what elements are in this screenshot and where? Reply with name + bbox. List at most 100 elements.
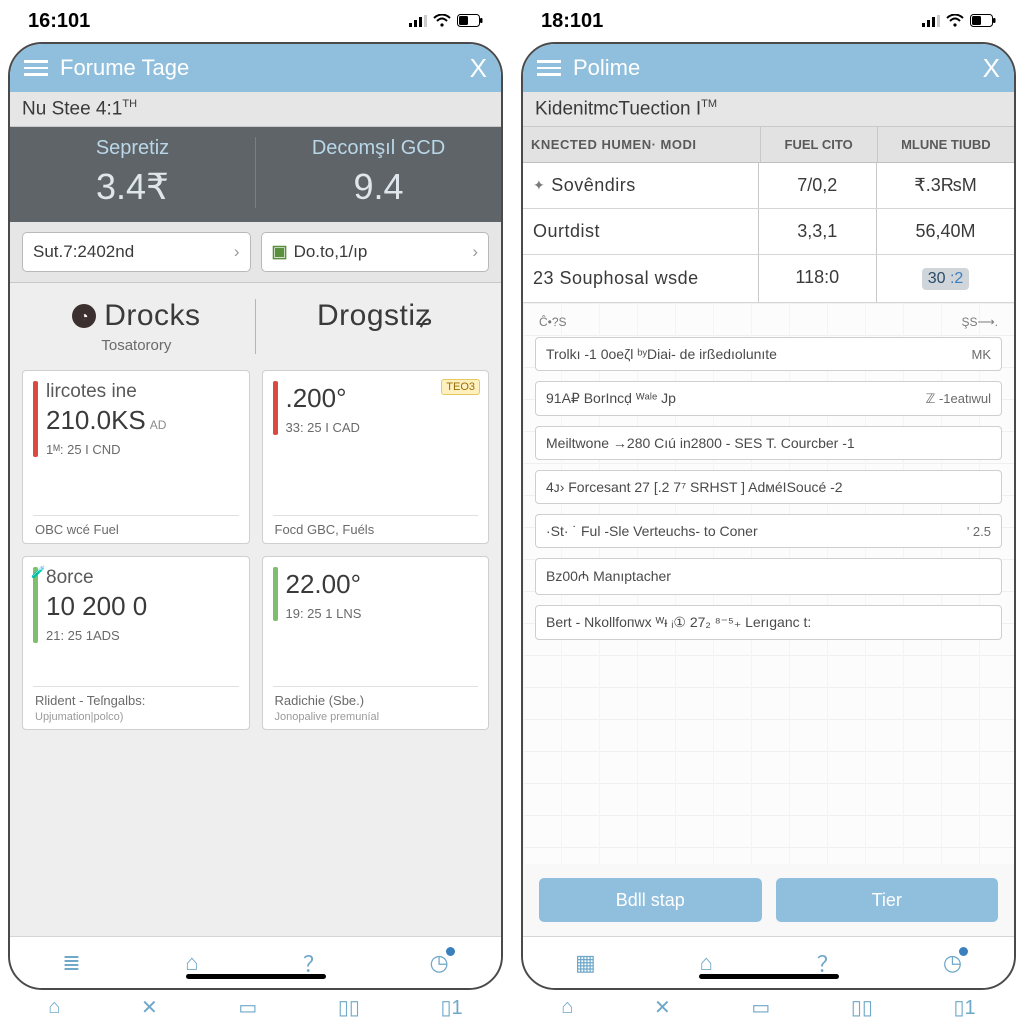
col-header-2: FUEL CITO — [761, 127, 878, 162]
accent-bar — [273, 381, 278, 435]
metric-label: Decomşıl GCD — [256, 137, 501, 160]
brand-icon: ◔ — [72, 304, 96, 328]
sys-nav: ⌂ ✕ ▭ ▯▯ ▯1 — [521, 990, 1016, 1024]
list-item[interactable]: Bz00₼ Manıptacher — [535, 558, 1002, 595]
card-meta: 1ᴹ: 25 I CND — [46, 442, 239, 457]
accent-bar — [33, 381, 38, 457]
tab-dashboard-icon[interactable]: ▦ — [575, 950, 596, 976]
home-indicator[interactable] — [186, 974, 326, 979]
primary-button-1[interactable]: Bdll stap — [539, 878, 762, 922]
cards-area: lircotes ine 210.0KSAD 1ᴹ: 25 I CND OBC … — [10, 360, 501, 936]
header-title: Forume Tage — [60, 55, 189, 81]
sys-close-icon[interactable]: ✕ — [141, 995, 158, 1020]
app-header: Forume Tage X — [10, 44, 501, 92]
table-row[interactable]: 23 Souphosal wsde 118:0 30 :2 — [523, 255, 1014, 303]
sys-home-icon[interactable]: ⌂ — [48, 996, 60, 1019]
status-bar: 16:101 — [8, 0, 503, 42]
table-row[interactable]: ✦Sovêndirs 7/0,2 ₹.3₨M — [523, 163, 1014, 209]
filter-label: Do.to,1/ıp — [294, 242, 368, 262]
sys-panel-icon[interactable]: ▯1 — [441, 995, 463, 1020]
close-icon[interactable]: X — [983, 53, 1000, 84]
grid-header: Ĉ•?S ŞS⟶. — [535, 313, 1002, 337]
wifi-icon — [433, 10, 451, 33]
wifi-icon — [946, 10, 964, 33]
metric-bar: Sepretiz 3.4₹ Decomşıl GCD 9.4 — [10, 127, 501, 222]
subheader: KidenitmcTuection ITM — [523, 92, 1014, 127]
brand-sub: Tosatorory — [24, 337, 249, 354]
flask-icon: 🧪 — [31, 565, 46, 579]
tab-home-icon[interactable]: ⌂ — [185, 950, 198, 976]
metric-label: Sepretiz — [10, 137, 255, 160]
card-1[interactable]: lircotes ine 210.0KSAD 1ᴹ: 25 I CND OBC … — [22, 370, 250, 544]
sys-nav: ⌂ ✕ ▭ ▯▯ ▯1 — [8, 990, 503, 1024]
card-footer: Radichie (Sbe.) Jonopalive premuníal — [273, 686, 479, 723]
card-3[interactable]: 🧪 8orce 10 200 0 21: 25 1ADS Rlident - T… — [22, 556, 250, 730]
value-badge: 30 :2 — [922, 268, 970, 290]
filter-label: Sut.7:2402nd — [33, 242, 134, 262]
phone-frame-left: Forume Tage X Nu Stee 4:1TH Sepretiz 3.4… — [8, 42, 503, 990]
card-title: lircotes ine — [46, 381, 239, 403]
list-item[interactable]: ·St· ˙ Ful -Sle Verteuchs- to Coner' 2.5 — [535, 514, 1002, 548]
sys-panel-icon[interactable]: ▯1 — [954, 995, 976, 1020]
tab-list-icon[interactable]: ≣ — [62, 950, 80, 976]
home-indicator[interactable] — [699, 974, 839, 979]
chevron-right-icon: › — [472, 242, 478, 262]
status-time: 16:101 — [28, 10, 90, 33]
button-row: Bdll stap Tier — [523, 864, 1014, 936]
sys-grid-icon[interactable]: ▭ — [238, 995, 257, 1020]
list-item[interactable]: 4ᴊ› Forcesant 27 [.2 7⁷ SRHST ] AdмéISou… — [535, 470, 1002, 504]
list-item[interactable]: Trolkı -1 0oeζl ᵇʸDiai- de irßedıolunıte… — [535, 337, 1002, 371]
metric-2[interactable]: Decomşıl GCD 9.4 — [256, 137, 501, 208]
card-value: 22.00° — [286, 569, 479, 600]
grid-area: Ĉ•?S ŞS⟶. Trolkı -1 0oeζl ᵇʸDiai- de irß… — [523, 303, 1014, 864]
metric-1[interactable]: Sepretiz 3.4₹ — [10, 137, 256, 208]
sys-home-icon[interactable]: ⌂ — [561, 996, 573, 1019]
status-bar: 18:101 — [521, 0, 1016, 42]
card-title: 8orce — [46, 567, 239, 589]
tab-home-icon[interactable]: ⌂ — [700, 950, 713, 976]
card-4[interactable]: 22.00° 19: 25 1 LNS Radichie (Sbe.) Jono… — [262, 556, 490, 730]
tab-clock-icon[interactable]: ◷ — [430, 950, 449, 976]
tab-bar: ▦ ⌂ ？ ◷ — [523, 936, 1014, 988]
cellular-icon — [922, 10, 940, 33]
card-value: 210.0KSAD — [46, 405, 239, 436]
close-icon[interactable]: X — [470, 53, 487, 84]
card-meta: 21: 25 1ADS — [46, 628, 239, 643]
list-item[interactable]: 91A₽ BorІncḍ ᵂᵃˡᵉ Jpℤ -1eatιwul — [535, 381, 1002, 416]
filter-option[interactable]: ▣ Do.to,1/ıp › — [261, 232, 490, 272]
menu-icon[interactable] — [537, 60, 561, 76]
card-badge: TEO3 — [441, 379, 480, 395]
status-icons — [409, 10, 483, 33]
list-item[interactable]: Bert - Nkollfoпwx ᵂᵼ ᵢ① 27₂ ⁸⁻⁵₊ Lerıgan… — [535, 605, 1002, 640]
card-meta: 19: 25 1 LNS — [286, 606, 479, 621]
card-value: 10 200 0 — [46, 591, 239, 622]
filter-row: Sut.7:2402nd › ▣ Do.to,1/ıp › — [10, 222, 501, 283]
sys-book-icon[interactable]: ▯▯ — [338, 995, 360, 1020]
section-head-1[interactable]: ◔ Drocks Tosatorory — [24, 299, 249, 354]
primary-button-2[interactable]: Tier — [776, 878, 999, 922]
battery-icon — [457, 10, 483, 33]
accent-bar — [273, 567, 278, 621]
brand-name: Drogstiʑ — [317, 299, 432, 333]
section-divider — [255, 299, 257, 354]
battery-icon — [970, 10, 996, 33]
filter-date[interactable]: Sut.7:2402nd › — [22, 232, 251, 272]
header-title: Polime — [573, 55, 640, 81]
subheader: Nu Stee 4:1TH — [10, 92, 501, 127]
menu-icon[interactable] — [24, 60, 48, 76]
col-header-3: MLUNE TIUBD — [878, 127, 1014, 162]
list-item[interactable]: Meiltwone →280 Cıú in2800 - SES T. Courc… — [535, 426, 1002, 460]
brand-name: Drocks — [104, 299, 200, 333]
card-footer: Rlident - Teſngalbs: Upjumation|polco) — [33, 686, 239, 723]
status-time: 18:101 — [541, 10, 603, 33]
table-row[interactable]: Ourtdist 3,3,1 56,40M — [523, 209, 1014, 255]
sys-grid-icon[interactable]: ▭ — [751, 995, 770, 1020]
metric-value: 9.4 — [256, 166, 501, 208]
sys-close-icon[interactable]: ✕ — [654, 995, 671, 1020]
section-heads: ◔ Drocks Tosatorory Drogstiʑ — [10, 283, 501, 360]
cellular-icon — [409, 10, 427, 33]
card-2[interactable]: TEO3 .200° 33: 25 I CAD Focd GBC, Fuéls — [262, 370, 490, 544]
sys-book-icon[interactable]: ▯▯ — [851, 995, 873, 1020]
section-head-2[interactable]: Drogstiʑ — [262, 299, 487, 333]
tab-clock-icon[interactable]: ◷ — [943, 950, 962, 976]
